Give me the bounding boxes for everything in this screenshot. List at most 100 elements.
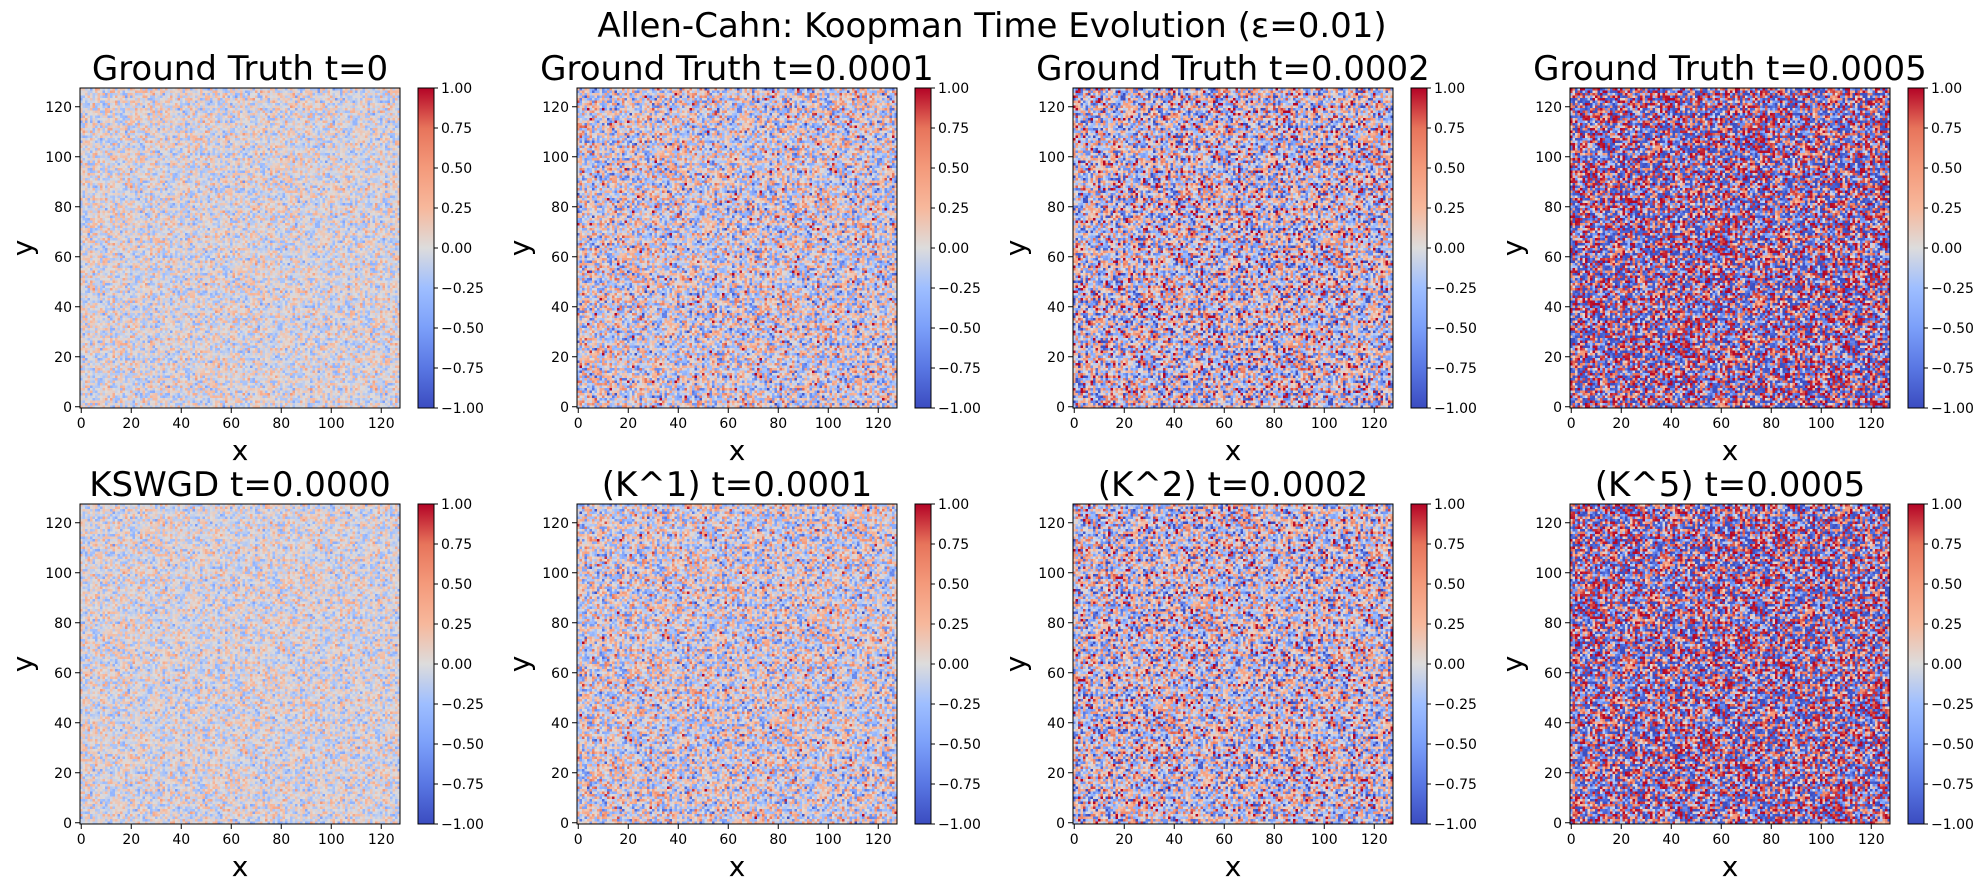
x-tick-label: 20	[122, 832, 140, 848]
panel-title: Ground Truth t=0	[92, 49, 388, 89]
colorbar-tick-label: 0.50	[1434, 577, 1465, 593]
y-axis-label: y	[503, 240, 536, 257]
colorbar	[417, 503, 435, 825]
colorbar-tick-label: −1.00	[938, 817, 981, 833]
colorbar-tick-label: 0.50	[441, 577, 472, 593]
y-axis-label: y	[6, 240, 39, 257]
x-tick-label: 20	[1115, 416, 1133, 432]
y-tick-label: 20	[1047, 766, 1065, 782]
y-tick-label: 120	[1038, 516, 1065, 532]
colorbar-tick-label: 1.00	[1434, 81, 1465, 97]
y-axis-label: y	[6, 656, 39, 673]
y-axis-label: y	[999, 240, 1032, 257]
heatmap-image	[1570, 504, 1890, 824]
x-tick-label: 60	[719, 416, 737, 432]
colorbar-tick-label: −1.00	[441, 817, 484, 833]
y-tick-label: 80	[1544, 616, 1562, 632]
panel-title: (K^1) t=0.0001	[602, 465, 873, 505]
colorbar-tick-label: −0.25	[1434, 697, 1477, 713]
colorbar-tick-label: −0.50	[441, 321, 484, 337]
x-tick-label: 80	[1762, 416, 1780, 432]
x-tick-label: 0	[1070, 416, 1079, 432]
colorbar-tick-label: 0.00	[1931, 241, 1962, 257]
x-axis-label: x	[1722, 434, 1739, 467]
colorbar-tick-label: 0.00	[1434, 657, 1465, 673]
y-tick-label: 20	[1047, 350, 1065, 366]
y-tick-label: 20	[54, 766, 72, 782]
y-tick-label: 0	[560, 816, 569, 832]
x-tick-label: 100	[1311, 832, 1338, 848]
colorbar-tick-label: −0.25	[1931, 281, 1974, 297]
y-tick-label: 100	[45, 566, 72, 582]
colorbar-tick-label: 0.50	[1434, 161, 1465, 177]
y-tick-label: 60	[1047, 250, 1065, 266]
x-tick-label: 60	[1215, 416, 1233, 432]
panel-title: Ground Truth t=0.0002	[1036, 49, 1430, 89]
panel-6: (K^1) t=0.0001 0 20 40 60 80 100 120 0 20 40 60 80 10…	[503, 465, 981, 883]
heatmap-image	[577, 504, 897, 824]
colorbar-tick-label: −0.75	[938, 361, 981, 377]
x-tick-label: 0	[77, 416, 86, 432]
x-tick-label: 100	[318, 416, 345, 432]
x-tick-label: 0	[1567, 416, 1576, 432]
colorbar-tick-label: −0.50	[1931, 321, 1974, 337]
colorbar-tick-label: −0.75	[1931, 361, 1974, 377]
y-tick-label: 0	[63, 400, 72, 416]
colorbar-tick-label: −0.50	[441, 737, 484, 753]
y-axis-label: y	[1496, 656, 1529, 673]
colorbar-tick-label: −0.50	[1434, 737, 1477, 753]
x-tick-label: 120	[1361, 416, 1388, 432]
colorbar-tick-label: 0.50	[441, 161, 472, 177]
y-tick-label: 60	[551, 250, 569, 266]
colorbar-tick-label: 0.75	[938, 121, 969, 137]
axes-frame	[1072, 87, 1394, 409]
colorbar-tick-label: −0.25	[1434, 281, 1477, 297]
y-tick-label: 60	[54, 666, 72, 682]
x-tick-label: 100	[1808, 416, 1835, 432]
x-axis-label: x	[1225, 850, 1242, 883]
y-tick-label: 0	[1056, 400, 1065, 416]
y-tick-label: 100	[1038, 566, 1065, 582]
colorbar-tick-label: 0.00	[1931, 657, 1962, 673]
x-tick-label: 120	[1858, 416, 1885, 432]
heatmap-image	[577, 88, 897, 408]
colorbar-tick-label: −1.00	[1931, 817, 1974, 833]
x-tick-label: 40	[669, 832, 687, 848]
y-tick-label: 40	[1047, 300, 1065, 316]
colorbar-tick-label: 0.25	[1434, 617, 1465, 633]
colorbar-tick-label: −0.75	[1434, 777, 1477, 793]
colorbar	[914, 503, 932, 825]
colorbar-tick-label: −0.75	[1434, 361, 1477, 377]
colorbar-tick-label: 0.00	[441, 657, 472, 673]
colorbar-tick-label: 0.75	[441, 537, 472, 553]
y-tick-label: 120	[45, 516, 72, 532]
y-tick-label: 120	[1535, 516, 1562, 532]
x-tick-label: 0	[574, 832, 583, 848]
colorbar-tick-label: 0.75	[1931, 121, 1962, 137]
axes-frame	[576, 503, 898, 825]
panel-title: Ground Truth t=0.0001	[540, 49, 934, 89]
x-tick-label: 20	[1612, 416, 1630, 432]
colorbar-tick-label: −0.75	[441, 777, 484, 793]
colorbar-tick-label: −0.25	[441, 281, 484, 297]
colorbar-tick-label: −1.00	[938, 401, 981, 417]
x-tick-label: 120	[368, 416, 395, 432]
y-tick-label: 100	[542, 566, 569, 582]
colorbar-tick-label: −0.75	[1931, 777, 1974, 793]
colorbar-tick-label: 0.50	[1931, 161, 1962, 177]
x-axis-label: x	[729, 434, 746, 467]
colorbar-tick-label: −0.75	[938, 777, 981, 793]
x-tick-label: 120	[368, 832, 395, 848]
x-tick-label: 100	[815, 832, 842, 848]
colorbar-tick-label: 1.00	[938, 497, 969, 513]
y-tick-label: 80	[54, 616, 72, 632]
colorbar	[1410, 503, 1428, 825]
heatmap-image	[80, 88, 400, 408]
y-tick-label: 60	[54, 250, 72, 266]
x-tick-label: 0	[574, 416, 583, 432]
colorbar	[1907, 87, 1925, 409]
x-axis-label: x	[729, 850, 746, 883]
colorbar-tick-label: 1.00	[1434, 497, 1465, 513]
x-tick-label: 60	[1215, 832, 1233, 848]
